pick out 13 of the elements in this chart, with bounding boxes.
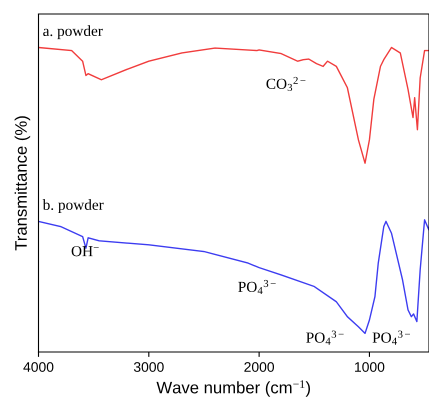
annotation: CO$_{3}$$^{2−}$ [266,76,306,92]
x-tick-label: 4000 [23,362,54,372]
x-tick-label: 1000 [355,362,384,372]
annotation: PO$_{4}$$^{3−}$ [238,280,276,294]
annotation: PO$_{4}$$^{3−}$ [372,330,410,345]
annotation: OH$^{−}$ [72,246,99,256]
series-label: b. powder [42,199,104,214]
annotation: PO$_{4}$$^{3−}$ [306,330,344,345]
x-axis-title: Wave number (cm$^{−1}$) [156,380,310,397]
x-tick-label: 3000 [134,362,164,372]
x-tick-label: 2000 [244,362,274,372]
series-label: a. powder [43,25,103,40]
y-axis-title: Transmittance (%) [14,116,30,250]
